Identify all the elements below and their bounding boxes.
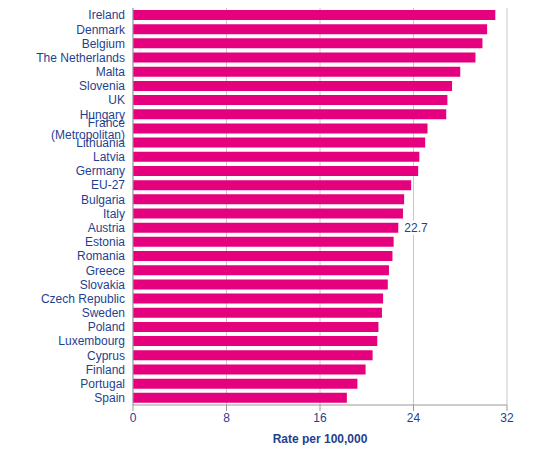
svg-text:0: 0: [130, 411, 137, 425]
svg-text:Denmark: Denmark: [76, 23, 126, 37]
svg-text:Bulgaria: Bulgaria: [81, 193, 125, 207]
svg-text:Luxembourg: Luxembourg: [58, 334, 125, 348]
svg-text:Finland: Finland: [86, 363, 125, 377]
svg-text:Lithuania: Lithuania: [76, 136, 125, 150]
svg-text:Malta: Malta: [96, 65, 126, 79]
svg-text:Cyprus: Cyprus: [87, 349, 125, 363]
svg-text:Slovakia: Slovakia: [80, 278, 126, 292]
svg-text:The Netherlands: The Netherlands: [36, 51, 125, 65]
svg-text:Poland: Poland: [88, 320, 125, 334]
svg-text:Ireland: Ireland: [88, 8, 125, 22]
svg-text:8: 8: [223, 411, 230, 425]
svg-text:Italy: Italy: [103, 207, 125, 221]
svg-text:Portugal: Portugal: [80, 377, 125, 391]
svg-text:Germany: Germany: [76, 164, 125, 178]
svg-text:Spain: Spain: [94, 391, 125, 405]
svg-text:Sweden: Sweden: [82, 306, 125, 320]
svg-text:Belgium: Belgium: [82, 37, 125, 51]
svg-text:24: 24: [407, 411, 421, 425]
svg-text:UK: UK: [108, 93, 125, 107]
svg-text:32: 32: [500, 411, 514, 425]
svg-text:Estonia: Estonia: [85, 235, 125, 249]
svg-text:Romania: Romania: [77, 249, 125, 263]
svg-text:16: 16: [313, 411, 327, 425]
svg-text:Slovenia: Slovenia: [79, 79, 125, 93]
svg-text:Austria: Austria: [88, 221, 126, 235]
svg-text:EU-27: EU-27: [91, 178, 125, 192]
svg-text:Czech Republic: Czech Republic: [41, 292, 125, 306]
svg-text:Greece: Greece: [86, 264, 126, 278]
svg-text:Latvia: Latvia: [93, 150, 125, 164]
svg-text:Rate per 100,000: Rate per 100,000: [273, 432, 368, 445]
svg-text:22.7: 22.7: [404, 221, 428, 235]
